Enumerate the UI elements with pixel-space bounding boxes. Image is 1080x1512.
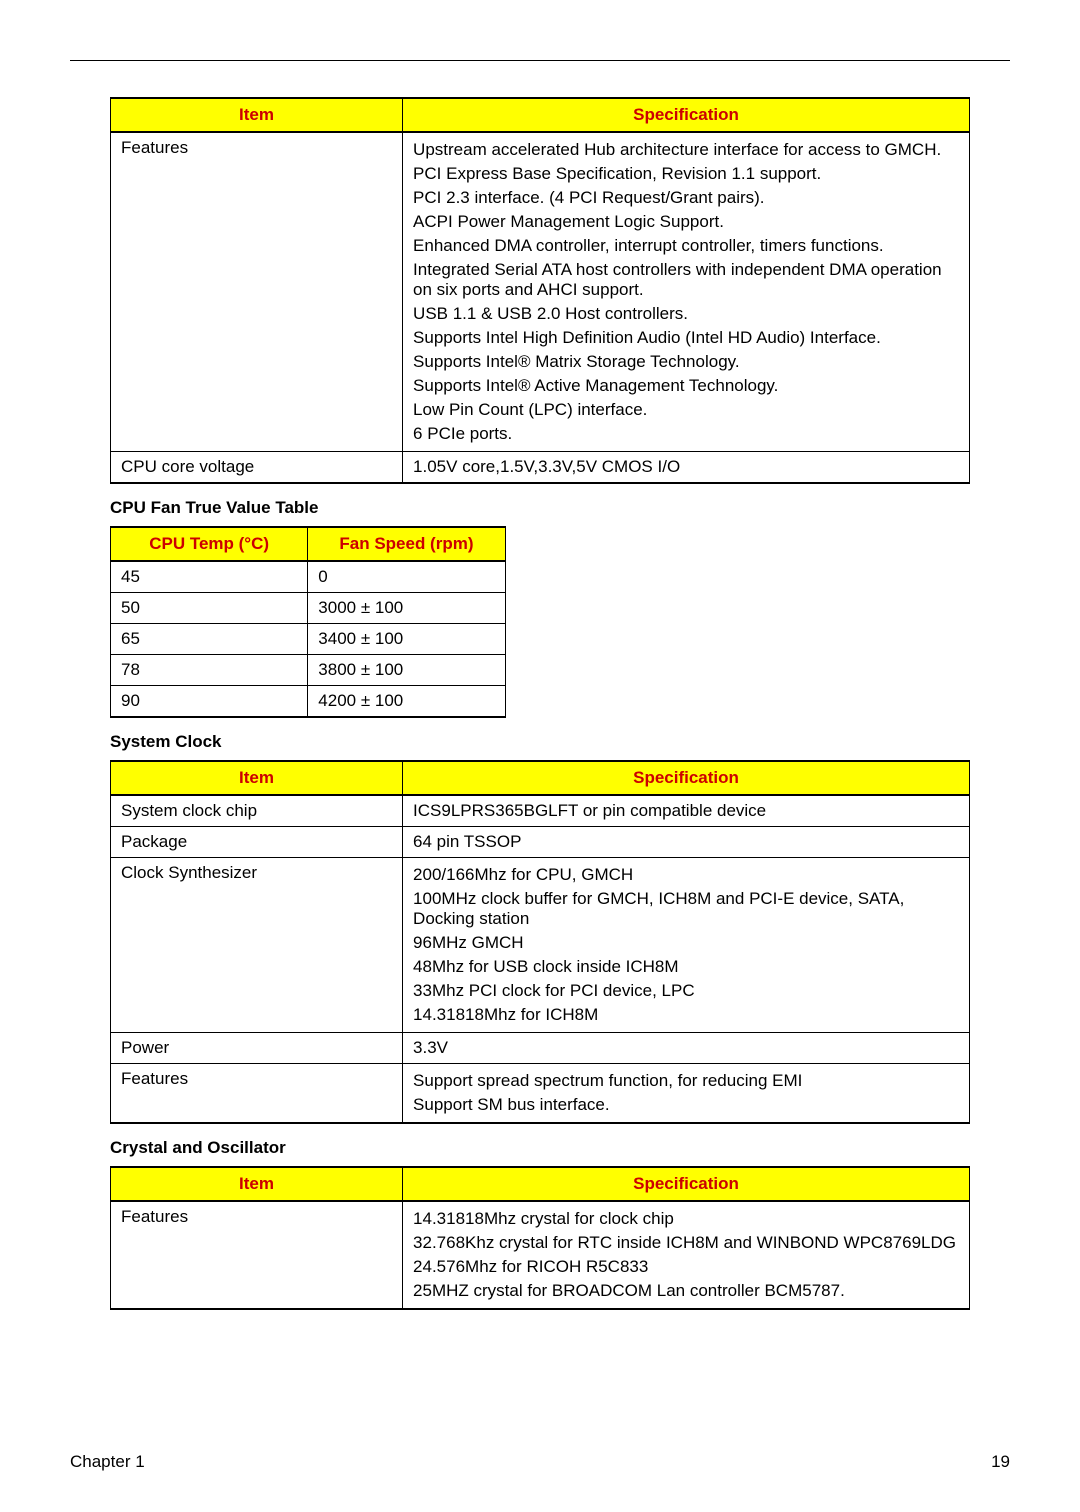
table-row: 653400 ± 100 [111, 624, 506, 655]
table-row: Features Support spread spectrum function… [111, 1064, 970, 1124]
table-row: Features Upstream accelerated Hub archite… [111, 132, 970, 452]
spec-line: Upstream accelerated Hub architecture in… [413, 138, 959, 162]
table-row: 503000 ± 100 [111, 593, 506, 624]
cell-item: CPU core voltage [111, 452, 403, 484]
cell-spec: Support spread spectrum function, for re… [403, 1064, 970, 1124]
cell-spec: 3.3V [403, 1033, 970, 1064]
cell-item: Features [111, 132, 403, 452]
crystal-header-spec: Specification [403, 1167, 970, 1201]
spec-line: Enhanced DMA controller, interrupt contr… [413, 234, 959, 258]
spec-line: 200/166Mhz for CPU, GMCH [413, 863, 959, 887]
table-row: 904200 ± 100 [111, 686, 506, 718]
cell-spec: 64 pin TSSOP [403, 827, 970, 858]
cell: 90 [111, 686, 308, 718]
clock-header-spec: Specification [403, 761, 970, 795]
spec-line: Support spread spectrum function, for re… [413, 1069, 959, 1093]
cell: 0 [308, 561, 505, 593]
spec-line: Supports Intel® Matrix Storage Technolog… [413, 350, 959, 374]
table-item-spec-1: Item Specification Features Upstream acce… [110, 97, 970, 484]
fan-body: 450503000 ± 100653400 ± 100783800 ± 1009… [111, 561, 506, 717]
cell-spec: 200/166Mhz for CPU, GMCH100MHz clock buf… [403, 858, 970, 1033]
cell-spec: Upstream accelerated Hub architecture in… [403, 132, 970, 452]
spec-line: Supports Intel® Active Management Techno… [413, 374, 959, 398]
spec-line: 6 PCIe ports. [413, 422, 959, 446]
footer: Chapter 1 19 [70, 1452, 1010, 1472]
cell-item: Power [111, 1033, 403, 1064]
cell: 78 [111, 655, 308, 686]
table1-body: Features Upstream accelerated Hub archite… [111, 132, 970, 483]
spec-line: ACPI Power Management Logic Support. [413, 210, 959, 234]
table-fan: CPU Temp (°C) Fan Speed (rpm) 450503000 … [110, 526, 506, 718]
table-clock: Item Specification System clock chipICS9… [110, 760, 970, 1124]
table-row: CPU core voltage1.05V core,1.5V,3.3V,5V … [111, 452, 970, 484]
spec-line: 25MHZ crystal for BROADCOM Lan controlle… [413, 1279, 959, 1303]
spec-line: PCI Express Base Specification, Revision… [413, 162, 959, 186]
crystal-body: Features14.31818Mhz crystal for clock ch… [111, 1201, 970, 1309]
cell-spec: 1.05V core,1.5V,3.3V,5V CMOS I/O [403, 452, 970, 484]
cell-item: System clock chip [111, 795, 403, 827]
clock-table-title: System Clock [110, 732, 970, 752]
cell: 50 [111, 593, 308, 624]
clock-body: System clock chipICS9LPRS365BGLFT or pin… [111, 795, 970, 1123]
table-row: 783800 ± 100 [111, 655, 506, 686]
spec-line: 14.31818Mhz for ICH8M [413, 1003, 959, 1027]
table-row: 450 [111, 561, 506, 593]
table-crystal: Item Specification Features14.31818Mhz c… [110, 1166, 970, 1310]
cell-item: Features [111, 1064, 403, 1124]
cell: 3000 ± 100 [308, 593, 505, 624]
table-row: Features14.31818Mhz crystal for clock ch… [111, 1201, 970, 1309]
cell-spec: 14.31818Mhz crystal for clock chip32.768… [403, 1201, 970, 1309]
page: Item Specification Features Upstream acce… [0, 0, 1080, 1512]
spec-line: 48Mhz for USB clock inside ICH8M [413, 955, 959, 979]
cell-item: Package [111, 827, 403, 858]
spec-line: Supports Intel High Definition Audio (In… [413, 326, 959, 350]
table1-header-spec: Specification [403, 98, 970, 132]
spec-line: Support SM bus interface. [413, 1093, 959, 1117]
footer-chapter: Chapter 1 [70, 1452, 145, 1472]
spec-line: PCI 2.3 interface. (4 PCI Request/Grant … [413, 186, 959, 210]
fan-table-title: CPU Fan True Value Table [110, 498, 970, 518]
table-row: Power3.3V [111, 1033, 970, 1064]
content: Item Specification Features Upstream acce… [110, 97, 970, 1310]
spec-line: 24.576Mhz for RICOH R5C833 [413, 1255, 959, 1279]
cell-spec: ICS9LPRS365BGLFT or pin compatible devic… [403, 795, 970, 827]
spec-line: Low Pin Count (LPC) interface. [413, 398, 959, 422]
spec-line: 96MHz GMCH [413, 931, 959, 955]
cell: 4200 ± 100 [308, 686, 505, 718]
footer-page: 19 [991, 1452, 1010, 1472]
cell: 65 [111, 624, 308, 655]
table-row: System clock chipICS9LPRS365BGLFT or pin… [111, 795, 970, 827]
spec-line: Integrated Serial ATA host controllers w… [413, 258, 959, 302]
cell: 3400 ± 100 [308, 624, 505, 655]
table1-header-item: Item [111, 98, 403, 132]
fan-header-temp: CPU Temp (°C) [111, 527, 308, 561]
crystal-table-title: Crystal and Oscillator [110, 1138, 970, 1158]
cell: 3800 ± 100 [308, 655, 505, 686]
cell: 45 [111, 561, 308, 593]
cell-item: Features [111, 1201, 403, 1309]
spec-line: 32.768Khz crystal for RTC inside ICH8M a… [413, 1231, 959, 1255]
spec-line: 33Mhz PCI clock for PCI device, LPC [413, 979, 959, 1003]
fan-header-speed: Fan Speed (rpm) [308, 527, 505, 561]
table-row: Package64 pin TSSOP [111, 827, 970, 858]
spec-line: 14.31818Mhz crystal for clock chip [413, 1207, 959, 1231]
spec-line: USB 1.1 & USB 2.0 Host controllers. [413, 302, 959, 326]
table-row: Clock Synthesizer200/166Mhz for CPU, GMC… [111, 858, 970, 1033]
crystal-header-item: Item [111, 1167, 403, 1201]
top-rule [70, 60, 1010, 61]
cell-item: Clock Synthesizer [111, 858, 403, 1033]
clock-header-item: Item [111, 761, 403, 795]
spec-line: 100MHz clock buffer for GMCH, ICH8M and … [413, 887, 959, 931]
